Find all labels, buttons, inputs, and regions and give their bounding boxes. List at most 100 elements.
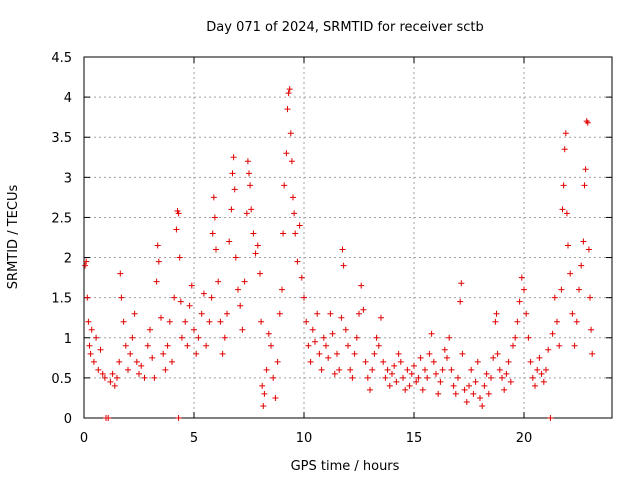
data-point bbox=[437, 378, 444, 385]
data-point bbox=[481, 382, 488, 389]
data-point bbox=[397, 358, 404, 365]
data-point bbox=[206, 318, 213, 325]
data-point bbox=[338, 314, 345, 321]
data-point bbox=[151, 374, 158, 381]
data-point bbox=[84, 294, 91, 301]
data-point bbox=[529, 374, 536, 381]
data-point bbox=[503, 370, 510, 377]
data-point bbox=[547, 415, 554, 421]
data-point bbox=[191, 326, 197, 333]
data-point bbox=[101, 374, 108, 381]
data-point bbox=[382, 374, 389, 381]
data-point bbox=[589, 350, 596, 357]
data-point bbox=[248, 206, 255, 213]
data-point bbox=[292, 230, 299, 237]
data-point bbox=[375, 342, 382, 349]
data-point bbox=[138, 362, 145, 369]
data-point bbox=[448, 366, 455, 373]
data-point bbox=[200, 290, 207, 297]
data-point bbox=[281, 182, 288, 189]
data-point bbox=[173, 226, 180, 233]
data-point bbox=[428, 330, 435, 337]
plot-frame bbox=[83, 56, 613, 419]
data-point bbox=[285, 90, 292, 97]
data-point bbox=[111, 382, 118, 389]
data-point bbox=[175, 210, 182, 217]
data-point bbox=[320, 334, 327, 341]
data-point bbox=[318, 366, 325, 373]
x-tick-label: 10 bbox=[296, 431, 313, 446]
data-point bbox=[260, 402, 267, 409]
data-point bbox=[246, 170, 252, 177]
data-point bbox=[198, 310, 205, 317]
data-point bbox=[243, 210, 250, 217]
data-point bbox=[327, 310, 334, 317]
data-point bbox=[573, 318, 580, 325]
data-point bbox=[525, 334, 532, 341]
x-tick-label: 5 bbox=[190, 431, 198, 446]
data-point bbox=[581, 182, 588, 189]
data-point bbox=[521, 286, 527, 293]
grid-layer bbox=[84, 57, 612, 418]
data-point bbox=[470, 390, 477, 397]
data-point bbox=[169, 358, 175, 365]
y-tick-label: 4 bbox=[64, 91, 72, 106]
data-point bbox=[127, 350, 134, 357]
data-point bbox=[474, 358, 481, 365]
data-point bbox=[131, 310, 138, 317]
data-point bbox=[144, 342, 151, 349]
data-point bbox=[479, 402, 486, 409]
data-point bbox=[85, 318, 92, 325]
data-point bbox=[301, 294, 307, 301]
data-point bbox=[373, 334, 380, 341]
data-point bbox=[424, 374, 431, 381]
data-point bbox=[153, 278, 160, 285]
data-point bbox=[562, 130, 569, 137]
data-point bbox=[527, 358, 534, 365]
data-point bbox=[493, 310, 500, 317]
y-tick-label: 3 bbox=[64, 171, 72, 186]
data-point bbox=[93, 334, 100, 341]
data-point bbox=[109, 370, 116, 377]
data-point bbox=[252, 250, 259, 257]
data-point bbox=[472, 378, 479, 385]
data-point bbox=[210, 194, 217, 201]
data-point bbox=[129, 334, 136, 341]
x-tick-label: 20 bbox=[516, 431, 533, 446]
data-point bbox=[149, 354, 156, 361]
data-point bbox=[166, 318, 173, 325]
data-point bbox=[371, 350, 378, 357]
data-point bbox=[175, 415, 182, 421]
data-point bbox=[147, 326, 153, 333]
data-point bbox=[90, 358, 97, 365]
data-point bbox=[406, 382, 413, 389]
data-point bbox=[538, 370, 545, 377]
data-point bbox=[334, 350, 340, 357]
data-point bbox=[560, 182, 567, 189]
data-point bbox=[136, 370, 142, 377]
data-point bbox=[86, 342, 93, 349]
data-point bbox=[455, 374, 461, 381]
data-point bbox=[221, 334, 228, 341]
chart-title: Day 071 of 2024, SRMTID for receiver sct… bbox=[206, 20, 483, 35]
data-point bbox=[331, 370, 338, 377]
y-tick-label: 4.5 bbox=[51, 51, 72, 66]
data-point bbox=[559, 206, 566, 213]
data-point bbox=[485, 390, 492, 397]
data-point bbox=[510, 342, 516, 349]
data-point bbox=[378, 314, 384, 321]
data-point bbox=[554, 318, 560, 325]
data-point bbox=[386, 382, 393, 389]
y-tick-label: 0.5 bbox=[51, 372, 72, 387]
data-point bbox=[585, 246, 592, 253]
data-point bbox=[536, 354, 543, 361]
data-point bbox=[303, 318, 310, 325]
data-point bbox=[203, 342, 210, 349]
data-point bbox=[290, 194, 296, 201]
data-point bbox=[588, 326, 595, 333]
data-point bbox=[177, 298, 184, 305]
data-point bbox=[325, 354, 332, 361]
data-point bbox=[208, 294, 215, 301]
data-point bbox=[419, 386, 426, 393]
data-point bbox=[95, 366, 102, 373]
